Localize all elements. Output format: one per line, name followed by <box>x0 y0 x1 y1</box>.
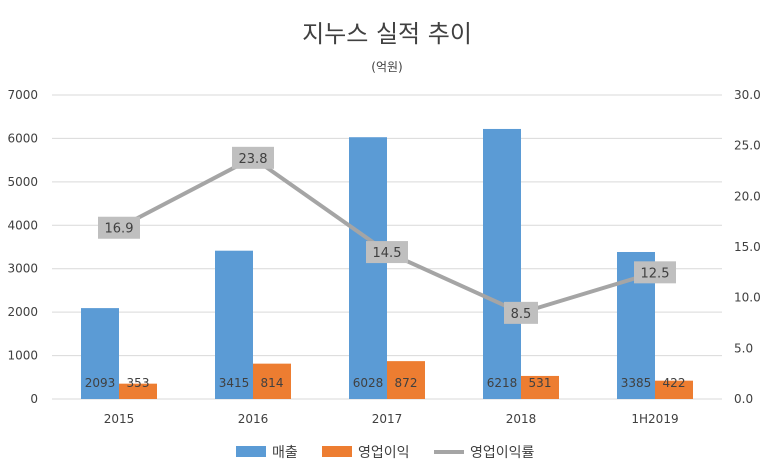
bars: 2093 3415 6028 6218 3385 353 814 872 531 422 <box>81 128 693 400</box>
bar-revenue <box>349 137 387 399</box>
left-tick-label: 0 <box>30 392 38 406</box>
rate-data-label: 12.5 <box>641 266 670 281</box>
chart-title: 지누스 실적 추이 <box>302 20 472 48</box>
rate-data-label: 16.9 <box>105 222 134 237</box>
bar-data-label: 872 <box>395 376 418 390</box>
legend-swatch <box>322 446 352 457</box>
legend-swatch <box>236 446 266 457</box>
left-tick-label: 3000 <box>7 262 38 276</box>
bar-data-label: 814 <box>261 376 284 390</box>
bar-operating-profit <box>655 380 693 399</box>
rate-label-box <box>232 146 274 169</box>
bar-operating-profit <box>521 375 559 399</box>
bar-operating-profit <box>253 363 291 399</box>
x-tick-label: 1H2019 <box>631 412 678 426</box>
x-tick-label: 2017 <box>372 412 403 426</box>
right-tick-label: 0.0 <box>734 392 753 406</box>
bar-operating-profit <box>387 361 425 399</box>
right-tick-label: 15.0 <box>734 240 761 254</box>
right-tick-label: 25.0 <box>734 139 761 153</box>
right-axis: 0.0 5.0 10.0 15.0 20.0 25.0 30.0 <box>734 88 761 406</box>
rate-data-label: 14.5 <box>373 246 402 261</box>
bar-data-label: 2093 <box>85 376 116 390</box>
x-tick-label: 2018 <box>506 412 537 426</box>
x-axis: 2015 2016 2017 2018 1H2019 <box>104 412 679 426</box>
bar-data-label: 3415 <box>219 376 250 390</box>
left-axis: 0 1000 2000 3000 4000 5000 6000 7000 <box>7 88 38 406</box>
x-tick-label: 2015 <box>104 412 135 426</box>
right-tick-label: 10.0 <box>734 291 761 305</box>
legend-label: 영업이익 <box>358 445 410 461</box>
left-tick-label: 1000 <box>7 349 38 363</box>
bar-revenue <box>483 128 521 400</box>
rate-label-box <box>366 241 408 264</box>
left-tick-label: 7000 <box>7 88 38 102</box>
bar-operating-profit <box>119 383 157 399</box>
legend-label: 영업이익률 <box>470 445 535 461</box>
chart-subtitle: (억원) <box>371 60 402 74</box>
left-tick-label: 4000 <box>7 218 38 232</box>
bar-revenue <box>81 308 119 399</box>
right-tick-label: 5.0 <box>734 341 753 355</box>
legend: 매출 영업이익 영업이익률 <box>236 445 535 461</box>
rate-data-label: 8.5 <box>511 307 532 322</box>
left-tick-label: 5000 <box>7 175 38 189</box>
rate-line: 16.9 23.8 14.5 8.5 12.5 <box>98 146 676 324</box>
bar-data-label: 6218 <box>487 376 518 390</box>
bar-data-label: 6028 <box>353 376 384 390</box>
rate-label-box <box>634 261 676 284</box>
bar-data-label: 422 <box>663 376 686 390</box>
rate-label-box <box>504 301 538 324</box>
rate-data-label: 23.8 <box>239 152 268 167</box>
right-tick-label: 20.0 <box>734 189 761 203</box>
bar-data-label: 353 <box>127 376 150 390</box>
rate-label-box <box>98 216 140 239</box>
legend-label: 매출 <box>272 445 298 461</box>
bar-revenue <box>215 250 253 399</box>
left-tick-label: 6000 <box>7 131 38 145</box>
bar-data-label: 3385 <box>621 376 652 390</box>
x-tick-label: 2016 <box>238 412 269 426</box>
bar-data-label: 531 <box>529 376 552 390</box>
right-tick-label: 30.0 <box>734 88 761 102</box>
left-tick-label: 2000 <box>7 305 38 319</box>
